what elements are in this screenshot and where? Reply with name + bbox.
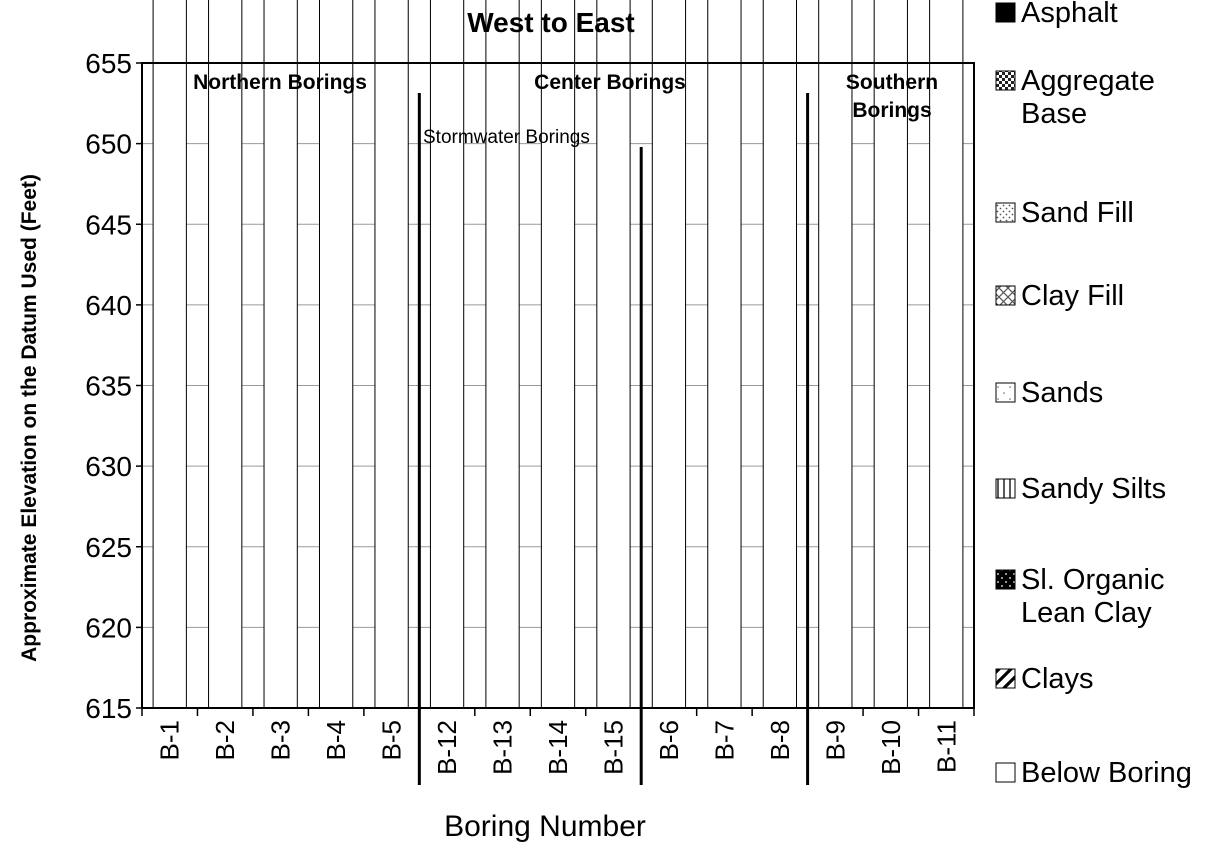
legend-item-sl-organic-lean-clay: Sl. Organic Lean Clay: [995, 564, 1164, 629]
bar-segment-b-15-below-boring: [596, 0, 631, 709]
bars: [152, 0, 964, 709]
y-tick-label: 630: [85, 451, 132, 482]
x-tick-label-b-9: B-9: [820, 720, 850, 760]
legend-swatch-clay-fill: [995, 285, 1016, 306]
legend-label-clay-fill: Clay Fill: [1021, 280, 1124, 312]
x-tick-label-b-11: B-11: [931, 720, 961, 773]
legend-item-clay-fill: Clay Fill: [995, 280, 1124, 312]
x-tick-label-b-14: B-14: [543, 720, 573, 775]
x-tick-label-b-5: B-5: [377, 720, 407, 760]
x-tick-label-b-12: B-12: [432, 720, 462, 775]
region-label-northern: Northern Borings: [193, 71, 367, 94]
legend-item-aggregate-base: Aggregate Base: [995, 65, 1155, 130]
bar-segment-b-6-below-boring: [651, 0, 687, 709]
legend-swatch-sl-organic-lean-clay: [995, 569, 1016, 590]
x-tick-label-b-2: B-2: [210, 720, 240, 760]
x-tick-label-b-15: B-15: [598, 720, 628, 775]
x-tick-label-b-7: B-7: [709, 720, 739, 760]
legend-label-sand-fill: Sand Fill: [1021, 197, 1134, 229]
legend-swatch-asphalt: [995, 2, 1016, 23]
legend-label-asphalt: Asphalt: [1021, 0, 1118, 29]
bar-segment-b-11-below-boring: [929, 0, 964, 709]
x-tick-label-b-13: B-13: [488, 720, 518, 775]
legend: Asphalt Aggregate Base Sand Fill Clay Fill Sa…: [995, 0, 1192, 789]
region-label-center: Center Borings: [534, 71, 686, 94]
legend-label-aggregate-base: Aggregate Base: [1021, 65, 1155, 130]
x-tick-label-b-10: B-10: [876, 720, 906, 775]
legend-item-sands: Sands: [995, 377, 1103, 409]
y-tick-label: 625: [85, 532, 132, 563]
legend-swatch-sand-fill: [995, 202, 1016, 223]
region-label-southern: Southern Borings: [846, 71, 938, 122]
bar-segment-b-5-below-boring: [374, 0, 409, 709]
x-axis-ticks: B-1 B-2 B-3 B-4 B-5 B-12 B-13 B-14 B-15 B-6 B-7 B-8…: [141, 708, 975, 775]
y-tick-label: 635: [85, 371, 132, 402]
bar-segment-b-12-below-boring: [429, 0, 465, 709]
chart-title: West to East: [467, 7, 635, 38]
x-tick-label-b-3: B-3: [266, 720, 296, 760]
bar-segment-b-4-below-boring: [318, 0, 354, 709]
legend-item-below-boring: Below Boring: [995, 757, 1192, 789]
x-axis-title: Boring Number: [444, 810, 646, 843]
x-tick-label-b-6: B-6: [654, 720, 684, 760]
legend-item-sandy-silts: Sandy Silts: [995, 473, 1166, 505]
y-tick-label: 650: [85, 129, 132, 160]
legend-label-sandy-silts: Sandy Silts: [1021, 473, 1166, 505]
x-tick-label-b-1: B-1: [155, 720, 185, 760]
bar-segment-b-1-below-boring: [152, 0, 187, 709]
legend-label-sl-organic-lean-clay: Sl. Organic Lean Clay: [1021, 564, 1164, 629]
x-tick-label-b-8: B-8: [765, 720, 795, 760]
region-labels: Northern Borings Center Borings Southern Bo…: [193, 71, 938, 148]
legend-swatch-aggregate-base: [995, 70, 1016, 91]
bar-segment-b-13-below-boring: [485, 0, 520, 709]
legend-label-clays: Clays: [1021, 663, 1094, 695]
legend-swatch-below-boring: [995, 762, 1016, 783]
y-tick-label: 645: [85, 209, 132, 240]
bar-segment-b-2-below-boring: [208, 0, 243, 709]
legend-label-below-boring: Below Boring: [1021, 757, 1192, 789]
bar-segment-b-9-below-boring: [818, 0, 853, 709]
bar-segment-b-8-below-boring: [762, 0, 798, 709]
bar-segment-b-10-below-boring: [873, 0, 908, 709]
region-dividers: [417, 93, 810, 785]
legend-swatch-sandy-silts: [995, 478, 1016, 499]
legend-item-asphalt: Asphalt: [995, 0, 1118, 29]
y-tick-label: 640: [85, 290, 132, 321]
bar-segment-b-14-below-boring: [540, 0, 576, 709]
legend-swatch-sands: [995, 382, 1016, 403]
y-axis-ticks: 615 620 625 630 635 640 645 650 655: [85, 48, 142, 724]
annotation-stormwater: Stormwater Borings: [423, 127, 590, 148]
x-tick-label-b-4: B-4: [321, 720, 351, 760]
y-tick-label: 655: [85, 48, 132, 79]
y-tick-label: 620: [85, 612, 132, 643]
y-axis-title: Approximate Elevation on the Datum Used …: [18, 174, 41, 662]
legend-item-clays: Clays: [995, 663, 1094, 695]
bar-segment-b-3-below-boring: [263, 0, 298, 709]
legend-swatch-clays: [995, 668, 1016, 689]
bar-segment-b-7-below-boring: [707, 0, 742, 709]
legend-item-sand-fill: Sand Fill: [995, 197, 1134, 229]
y-tick-label: 615: [85, 693, 132, 724]
legend-label-sands: Sands: [1021, 377, 1103, 409]
